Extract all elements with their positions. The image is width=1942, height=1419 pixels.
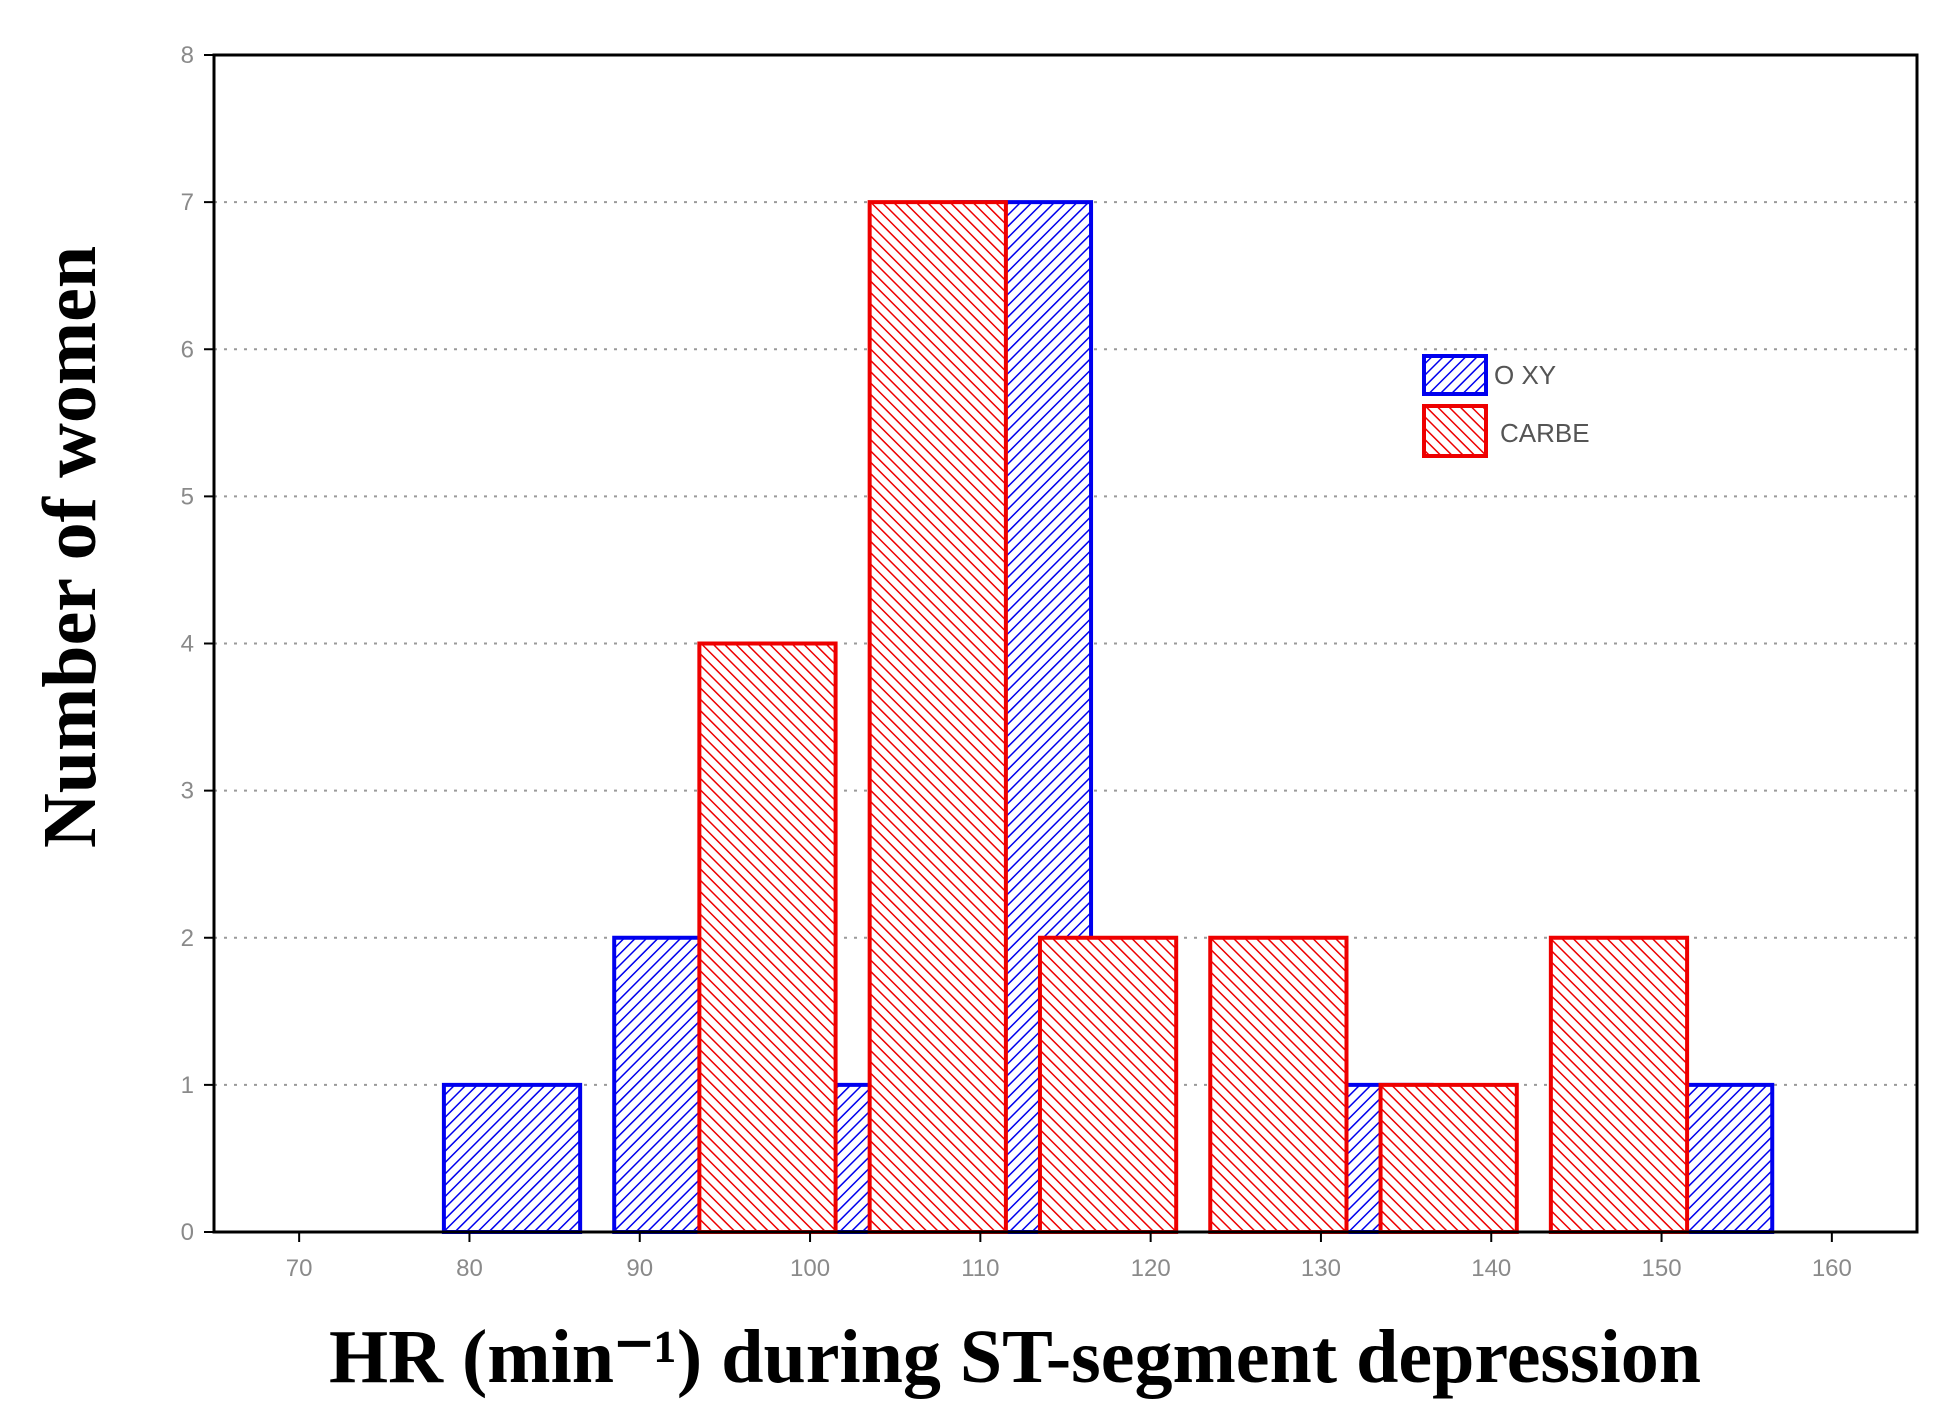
legend-label-carbe: CARBE bbox=[1500, 418, 1590, 448]
y-tick-label: 8 bbox=[181, 42, 194, 69]
x-tick-label: 160 bbox=[1812, 1255, 1852, 1282]
y-axis-label: Number of women bbox=[28, 246, 112, 848]
legend-swatch-carbe bbox=[1422, 404, 1488, 458]
x-tick-label: 90 bbox=[626, 1255, 653, 1282]
bar-carbe bbox=[1208, 935, 1349, 1234]
x-tick-label: 110 bbox=[961, 1255, 999, 1282]
y-tick-label: 1 bbox=[181, 1072, 194, 1099]
plot-frame bbox=[212, 53, 1919, 1234]
legend: O XY CARBE bbox=[1422, 354, 1590, 458]
x-tick-label: 80 bbox=[456, 1255, 483, 1282]
y-tick-label: 5 bbox=[181, 483, 194, 510]
y-tick-label: 2 bbox=[181, 925, 194, 952]
y-tick-label: 3 bbox=[181, 778, 194, 805]
x-tick-label: 150 bbox=[1642, 1255, 1682, 1282]
bar-carbe bbox=[1548, 935, 1690, 1234]
y-tick-label: 6 bbox=[181, 336, 194, 363]
x-ticks: 70 80 90 100 110 120 130 140 150 160 bbox=[286, 1232, 1852, 1282]
bar-carbe bbox=[697, 641, 838, 1234]
bar-oxy bbox=[441, 1082, 583, 1234]
x-tick-label: 140 bbox=[1471, 1255, 1511, 1282]
y-tick-label: 4 bbox=[181, 631, 194, 658]
x-tick-label: 120 bbox=[1131, 1255, 1171, 1282]
bar-carbe bbox=[867, 200, 1008, 1234]
x-axis-label: HR (min⁻¹) during ST-segment depression bbox=[329, 1315, 1701, 1399]
y-tick-label: 0 bbox=[181, 1219, 194, 1246]
legend-label-oxy: O XY bbox=[1494, 360, 1556, 390]
x-tick-label: 100 bbox=[790, 1255, 830, 1282]
bar-carbe bbox=[1037, 935, 1179, 1234]
x-tick-label: 130 bbox=[1301, 1255, 1341, 1282]
x-tick-label: 70 bbox=[286, 1255, 313, 1282]
bar-carbe bbox=[1378, 1082, 1519, 1234]
y-ticks: 0 1 2 3 4 5 6 7 8 bbox=[181, 42, 214, 1246]
legend-swatch-oxy bbox=[1422, 354, 1488, 396]
y-tick-label: 7 bbox=[181, 189, 194, 216]
bars bbox=[441, 200, 1775, 1234]
